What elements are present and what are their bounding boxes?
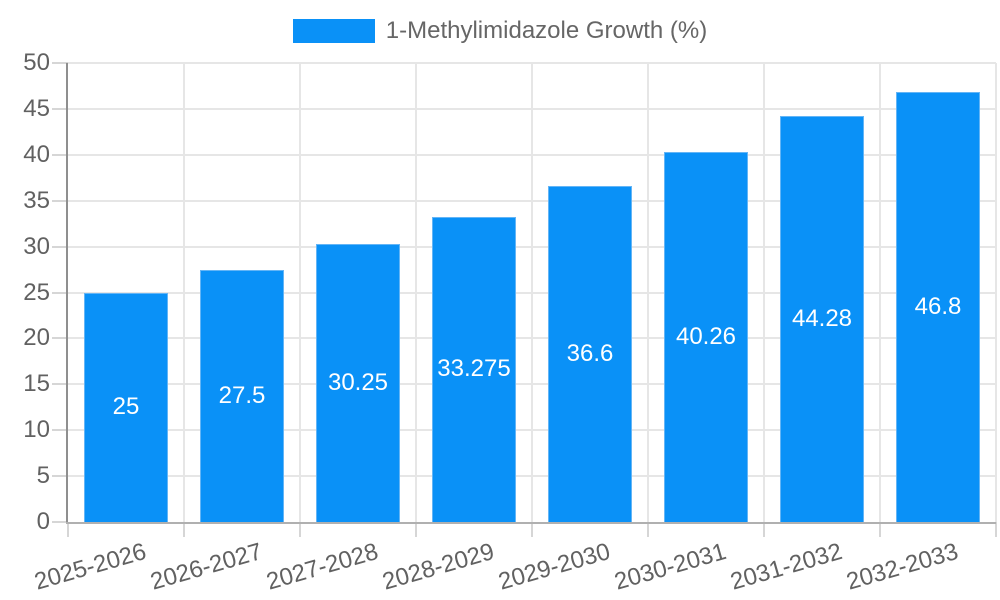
y-tick-mark (52, 199, 68, 202)
x-tick-mark (415, 522, 417, 537)
x-tick-mark (879, 522, 881, 537)
x-tick-mark (763, 522, 765, 537)
x-tick-label: 2029-2030 (495, 538, 614, 596)
y-tick-label: 30 (23, 232, 50, 260)
bar (84, 292, 168, 522)
bar-value-label: 27.5 (218, 381, 266, 409)
x-tick-mark (67, 522, 69, 537)
y-tick-label: 5 (36, 462, 50, 490)
bar (896, 92, 980, 522)
legend-label: 1-Methylimidazole Growth (%) (385, 17, 708, 44)
x-gridline (763, 63, 765, 522)
y-tick-label: 15 (23, 370, 50, 398)
x-gridline (647, 63, 649, 522)
y-tick-mark (52, 153, 68, 156)
x-tick-mark (995, 522, 997, 537)
x-gridline (183, 63, 185, 522)
x-gridline (879, 63, 881, 522)
y-tick-mark (52, 475, 68, 478)
y-tick-mark (52, 107, 68, 110)
y-tick-label: 40 (23, 140, 50, 168)
x-tick-mark (183, 522, 185, 537)
x-gridline (531, 63, 533, 522)
bar-value-label: 33.275 (437, 355, 511, 383)
bar-value-label: 36.6 (566, 340, 614, 367)
y-axis-line (66, 63, 68, 524)
legend-swatch (292, 19, 375, 43)
x-tick-mark (299, 522, 301, 537)
y-tick-mark (52, 62, 68, 64)
y-tick-mark (52, 429, 68, 432)
bar (316, 244, 400, 522)
x-tick-label: 2031-2032 (727, 538, 846, 596)
x-tick-mark (531, 522, 533, 537)
x-axis-line (66, 522, 996, 524)
x-tick-mark (647, 522, 649, 537)
y-tick-label: 20 (23, 324, 50, 352)
x-tick-label: 2032-2033 (843, 538, 962, 596)
y-tick-mark (52, 245, 68, 248)
x-tick-label: 2030-2031 (611, 538, 730, 596)
y-tick-mark (52, 383, 68, 386)
x-tick-label: 2027-2028 (263, 538, 382, 596)
y-tick-mark (52, 337, 68, 340)
bar-value-label: 40.26 (675, 323, 737, 351)
bar-value-label: 30.25 (327, 369, 389, 397)
bar (780, 115, 864, 522)
y-tick-mark (52, 521, 68, 523)
y-tick-label: 10 (23, 416, 50, 444)
bar-value-label: 25 (112, 393, 140, 421)
y-tick-label: 45 (23, 94, 50, 122)
x-tick-label: 2026-2027 (147, 538, 266, 596)
x-gridline (415, 63, 417, 522)
bar (432, 216, 516, 522)
y-tick-label: 50 (23, 49, 50, 76)
bar (664, 152, 748, 522)
bar (548, 186, 632, 522)
bar (200, 269, 284, 522)
x-tick-label: 2025-2026 (31, 538, 150, 596)
bar-value-label: 44.28 (791, 304, 853, 332)
y-tick-mark (52, 291, 68, 294)
y-tick-label: 0 (36, 508, 50, 535)
y-tick-label: 35 (23, 186, 50, 214)
chart-legend[interactable]: 1-Methylimidazole Growth (%) (0, 17, 1000, 45)
y-tick-label: 25 (23, 278, 50, 306)
x-gridline (299, 63, 301, 522)
bar-value-label: 46.8 (914, 293, 962, 321)
x-gridline (995, 63, 997, 522)
x-tick-label: 2028-2029 (379, 538, 498, 596)
